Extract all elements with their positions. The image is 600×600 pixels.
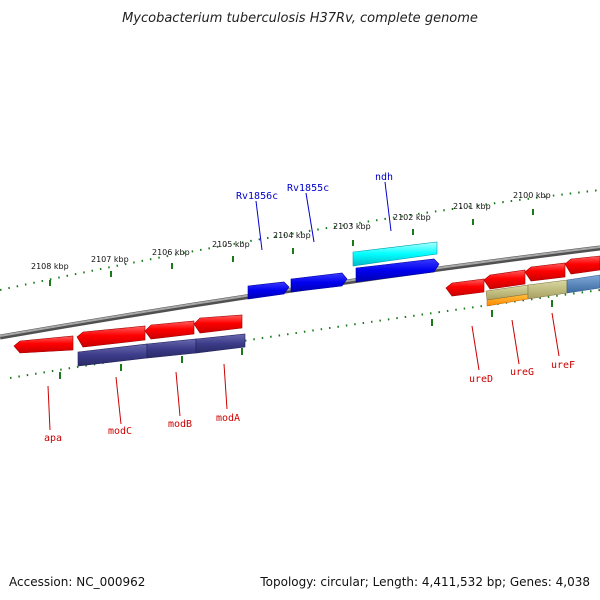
tick-label-2103: 2103 kbp <box>333 222 371 231</box>
tick-label-2108: 2108 kbp <box>31 262 69 271</box>
tick-label-2106: 2106 kbp <box>152 248 190 257</box>
genome-summary-text: Topology: circular; Length: 4,411,532 bp… <box>259 575 590 589</box>
inner-major-ticks <box>59 300 553 379</box>
moda-purple-feature[interactable] <box>195 333 246 354</box>
gene-uref-arrow[interactable] <box>524 262 566 282</box>
reverse-label-leaders <box>47 312 560 431</box>
accession-text: Accession: NC_000962 <box>9 575 145 589</box>
gene-label-ured[interactable]: ureD <box>469 374 493 385</box>
modc-purple-feature[interactable] <box>77 343 148 367</box>
tick-label-2104: 2104 kbp <box>273 231 311 240</box>
uref-khaki-feature[interactable] <box>527 279 568 300</box>
gene-modb-arrow[interactable] <box>144 320 195 340</box>
gene-label-modc[interactable]: modC <box>108 426 132 437</box>
gene-apa-arrow[interactable] <box>13 335 74 354</box>
gene-rv1855c-arrow[interactable] <box>290 272 348 293</box>
gene-ureg-arrow[interactable] <box>483 269 526 290</box>
modb-purple-feature[interactable] <box>146 338 197 359</box>
gene-label-uref[interactable]: ureF <box>551 360 575 371</box>
gene-label-apa[interactable]: apa <box>44 433 62 444</box>
gene-label-modb[interactable]: modB <box>168 419 192 430</box>
gene-modc-arrow[interactable] <box>76 325 146 348</box>
outer-tick-track <box>0 189 600 291</box>
gene-label-moda[interactable]: modA <box>216 413 240 424</box>
gene-label-ndh[interactable]: ndh <box>375 172 393 183</box>
gene-label-ureg[interactable]: ureG <box>510 367 534 378</box>
forward-label-leaders <box>255 181 392 251</box>
page-title: Mycobacterium tuberculosis H37Rv, comple… <box>122 11 478 26</box>
ndh-cyan-feature[interactable] <box>352 241 438 267</box>
gene-label-rv1855c[interactable]: Rv1855c <box>287 183 329 194</box>
tick-label-2101: 2101 kbp <box>453 202 491 211</box>
uref-steelblue-feature[interactable] <box>566 274 600 294</box>
gene-uree-arrow[interactable] <box>564 255 600 275</box>
tick-label-2100: 2100 kbp <box>513 191 551 200</box>
gene-moda-arrow[interactable] <box>193 314 243 334</box>
gene-label-rv1856c[interactable]: Rv1856c <box>236 191 278 202</box>
tick-label-2105: 2105 kbp <box>212 240 250 249</box>
gene-rv1856c-arrow[interactable] <box>247 281 290 300</box>
outer-major-ticks <box>49 209 534 286</box>
gene-ndh-arrow[interactable] <box>355 258 440 283</box>
gene-ured-arrow[interactable] <box>445 278 485 297</box>
tick-label-2107: 2107 kbp <box>91 255 129 264</box>
tick-label-2102: 2102 kbp <box>393 213 431 222</box>
